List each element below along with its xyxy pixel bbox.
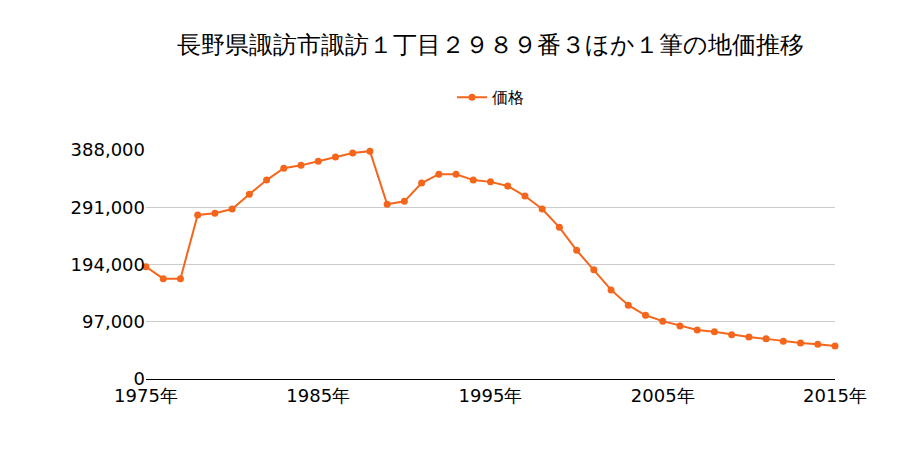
svg-text:194,000: 194,000 (71, 254, 145, 275)
svg-text:1985年: 1985年 (286, 385, 350, 406)
svg-text:1995年: 1995年 (459, 385, 523, 406)
svg-text:388,000: 388,000 (71, 139, 145, 160)
svg-text:長野県諏訪市諏訪１丁目２９８９番３ほか１筆の地価推移: 長野県諏訪市諏訪１丁目２９８９番３ほか１筆の地価推移 (177, 31, 804, 59)
svg-text:価格: 価格 (492, 88, 524, 107)
svg-text:97,000: 97,000 (82, 311, 145, 332)
svg-text:1975年: 1975年 (114, 385, 178, 406)
svg-text:2015年: 2015年 (803, 385, 867, 406)
svg-text:2005年: 2005年 (631, 385, 695, 406)
svg-text:0: 0 (134, 368, 145, 389)
svg-text:291,000: 291,000 (71, 197, 145, 218)
